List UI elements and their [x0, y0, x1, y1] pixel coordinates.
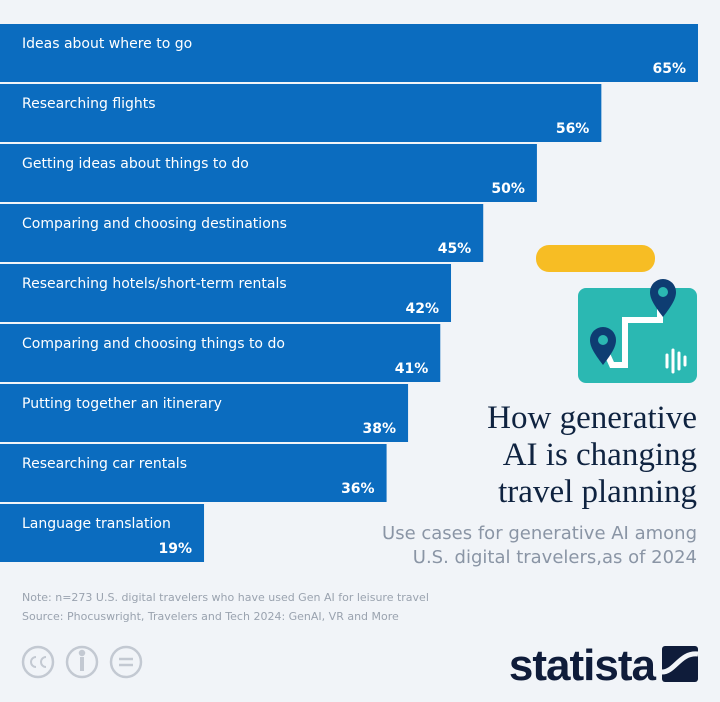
value-label: 41% — [395, 361, 429, 377]
illustration-pin — [590, 327, 616, 365]
value-label: 36% — [341, 481, 375, 497]
source: Source: Phocuswright, Travelers and Tech… — [22, 610, 399, 623]
category-label: Getting ideas about things to do — [22, 156, 249, 172]
chart-title: AI is changing — [503, 437, 697, 473]
category-label: Researching hotels/short-term rentals — [22, 276, 287, 292]
bar — [0, 504, 205, 562]
bar — [0, 204, 484, 262]
brand-logo: statista — [509, 641, 657, 690]
illustration-route — [600, 305, 663, 368]
chart-title: How generative — [487, 400, 697, 436]
value-label: 50% — [491, 181, 525, 197]
illustration-bar — [536, 245, 655, 272]
category-label: Ideas about where to go — [22, 36, 192, 52]
category-label: Researching flights — [22, 96, 156, 112]
illustration-wave — [665, 348, 687, 374]
illustration — [536, 245, 697, 383]
illustration-pin-dot — [658, 287, 668, 297]
bar — [0, 24, 698, 82]
value-label: 65% — [652, 61, 686, 77]
value-label: 45% — [438, 241, 472, 257]
value-label: 38% — [363, 421, 397, 437]
illustration-pin-dot — [598, 335, 608, 345]
value-label: 19% — [159, 541, 193, 557]
value-label: 56% — [556, 121, 590, 137]
license-icons — [21, 645, 143, 679]
bar — [0, 144, 537, 202]
category-label: Language translation — [22, 516, 171, 532]
bar — [0, 444, 387, 502]
chart-title: travel planning — [498, 474, 697, 510]
illustration-pin — [650, 279, 676, 317]
category-label: Putting together an itinerary — [22, 396, 222, 412]
brand-icon — [661, 646, 699, 682]
bar — [0, 324, 441, 382]
bar — [0, 264, 452, 322]
note: Note: n=273 U.S. digital travelers who h… — [22, 591, 429, 604]
category-label: Comparing and choosing things to do — [22, 336, 285, 352]
chart-subtitle: U.S. digital travelers,as of 2024 — [413, 547, 697, 568]
bar — [0, 384, 409, 442]
category-label: Comparing and choosing destinations — [22, 216, 287, 232]
value-label: 42% — [405, 301, 439, 317]
chart-subtitle: Use cases for generative AI among — [382, 523, 697, 544]
bar — [0, 84, 602, 142]
category-label: Researching car rentals — [22, 456, 187, 472]
